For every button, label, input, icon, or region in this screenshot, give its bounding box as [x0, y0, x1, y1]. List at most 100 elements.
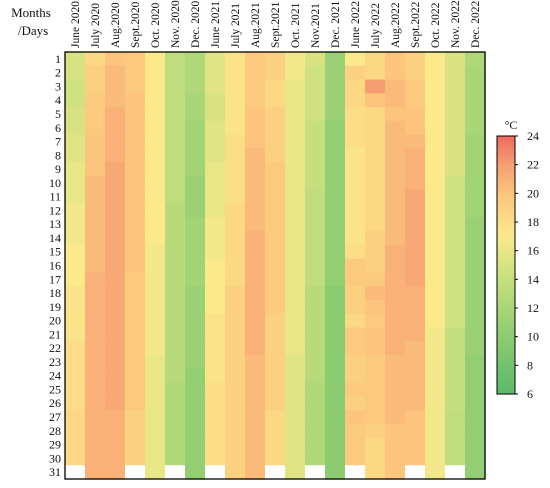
heatmap-cell [425, 134, 446, 150]
heatmap-cell [65, 258, 86, 273]
heatmap-cell [65, 175, 86, 191]
heatmap-cell [265, 368, 286, 384]
column-label: Sept.2020 [130, 1, 142, 48]
heatmap-cell [105, 299, 126, 315]
heatmap-cell [385, 79, 406, 94]
heatmap-cell [285, 258, 306, 273]
heatmap-cell [65, 410, 86, 425]
heatmap-cell [365, 355, 386, 370]
heatmap-cell [285, 341, 306, 356]
heatmap-cell [305, 272, 326, 287]
heatmap-cell [145, 437, 166, 453]
heatmap-cell [365, 396, 386, 411]
heatmap-cell [305, 368, 326, 384]
heatmap-cell [125, 410, 146, 425]
heatmap-cell [365, 162, 386, 177]
heatmap-cell [225, 120, 246, 136]
heatmap-cell [465, 451, 486, 466]
heatmap-cell [465, 423, 486, 439]
heatmap-cell [365, 368, 386, 384]
heatmap-cell [325, 299, 346, 315]
heatmap-cell [405, 93, 426, 108]
heatmap-cell [365, 465, 386, 480]
heatmap-cell [385, 410, 406, 425]
heatmap-cell [445, 120, 466, 136]
heatmap-cell [165, 52, 186, 67]
heatmap-cell [145, 162, 166, 177]
row-label: 18 [49, 286, 61, 300]
heatmap-cell [85, 79, 106, 94]
heatmap-cell [365, 107, 386, 122]
heatmap-cell [125, 299, 146, 315]
heatmap-cell [305, 52, 326, 67]
row-label: 3 [55, 79, 61, 93]
heatmap-cell [345, 341, 366, 356]
heatmap-cell [285, 423, 306, 439]
heatmap-cell [325, 355, 346, 370]
heatmap-cell [405, 217, 426, 232]
heatmap-cell [305, 134, 326, 150]
heatmap-cell [205, 299, 226, 315]
heatmap-cell [465, 368, 486, 384]
heatmap-cell [425, 217, 446, 232]
heatmap-cell [325, 382, 346, 397]
heatmap-cell [125, 65, 146, 81]
heatmap-cell [325, 258, 346, 273]
heatmap-cell [445, 355, 466, 370]
heatmap-cell [445, 189, 466, 205]
heatmap-cell [385, 93, 406, 108]
heatmap-cell [465, 134, 486, 150]
heatmap-cell [185, 313, 206, 329]
heatmap-cell [145, 65, 166, 81]
heatmap-cell [125, 286, 146, 301]
heatmap-cell [145, 217, 166, 232]
heatmap-cell [185, 79, 206, 94]
heatmap-cell [405, 299, 426, 315]
heatmap-cell [105, 258, 126, 273]
heatmap-cell [205, 382, 226, 397]
heatmap-cell [385, 203, 406, 218]
heatmap-cell [245, 423, 266, 439]
heatmap-cell [285, 382, 306, 397]
heatmap-cell [165, 465, 186, 480]
heatmap-cell [345, 120, 366, 136]
heatmap-cell [105, 175, 126, 191]
heatmap-cell [85, 368, 106, 384]
heatmap-cell [345, 107, 366, 122]
heatmap-cell [425, 203, 446, 218]
heatmap-cell [185, 162, 206, 177]
heatmap-cell [365, 286, 386, 301]
heatmap-cell [405, 189, 426, 205]
heatmap-cell [245, 120, 266, 136]
heatmap-cell [285, 465, 306, 480]
heatmap-cell [345, 231, 366, 246]
colorbar-gradient [496, 135, 516, 395]
heatmap-cell [85, 299, 106, 315]
heatmap-cell [65, 396, 86, 411]
heatmap-cell [385, 341, 406, 356]
heatmap-cell [225, 244, 246, 260]
row-label: 23 [49, 355, 61, 369]
heatmap-cell [425, 341, 446, 356]
heatmap-cell [85, 107, 106, 122]
heatmap-cell [385, 189, 406, 205]
heatmap-cell [265, 203, 286, 218]
heatmap-cell [125, 313, 146, 329]
heatmap-cell [105, 465, 126, 480]
heatmap-cell [145, 355, 166, 370]
heatmap-cell [245, 65, 266, 81]
heatmap-cell [425, 299, 446, 315]
heatmap-cell [205, 52, 226, 67]
heatmap-cell [205, 258, 226, 273]
heatmap-cell [465, 231, 486, 246]
heatmap-cell [385, 120, 406, 136]
heatmap-cell [225, 272, 246, 287]
heatmap-cell [165, 396, 186, 411]
heatmap-cell [245, 410, 266, 425]
heatmap-cell [165, 272, 186, 287]
heatmap-cell [305, 286, 326, 301]
heatmap-cell [165, 410, 186, 425]
heatmap-cell [205, 231, 226, 246]
heatmap-cell [185, 52, 206, 67]
heatmap-cell [145, 107, 166, 122]
